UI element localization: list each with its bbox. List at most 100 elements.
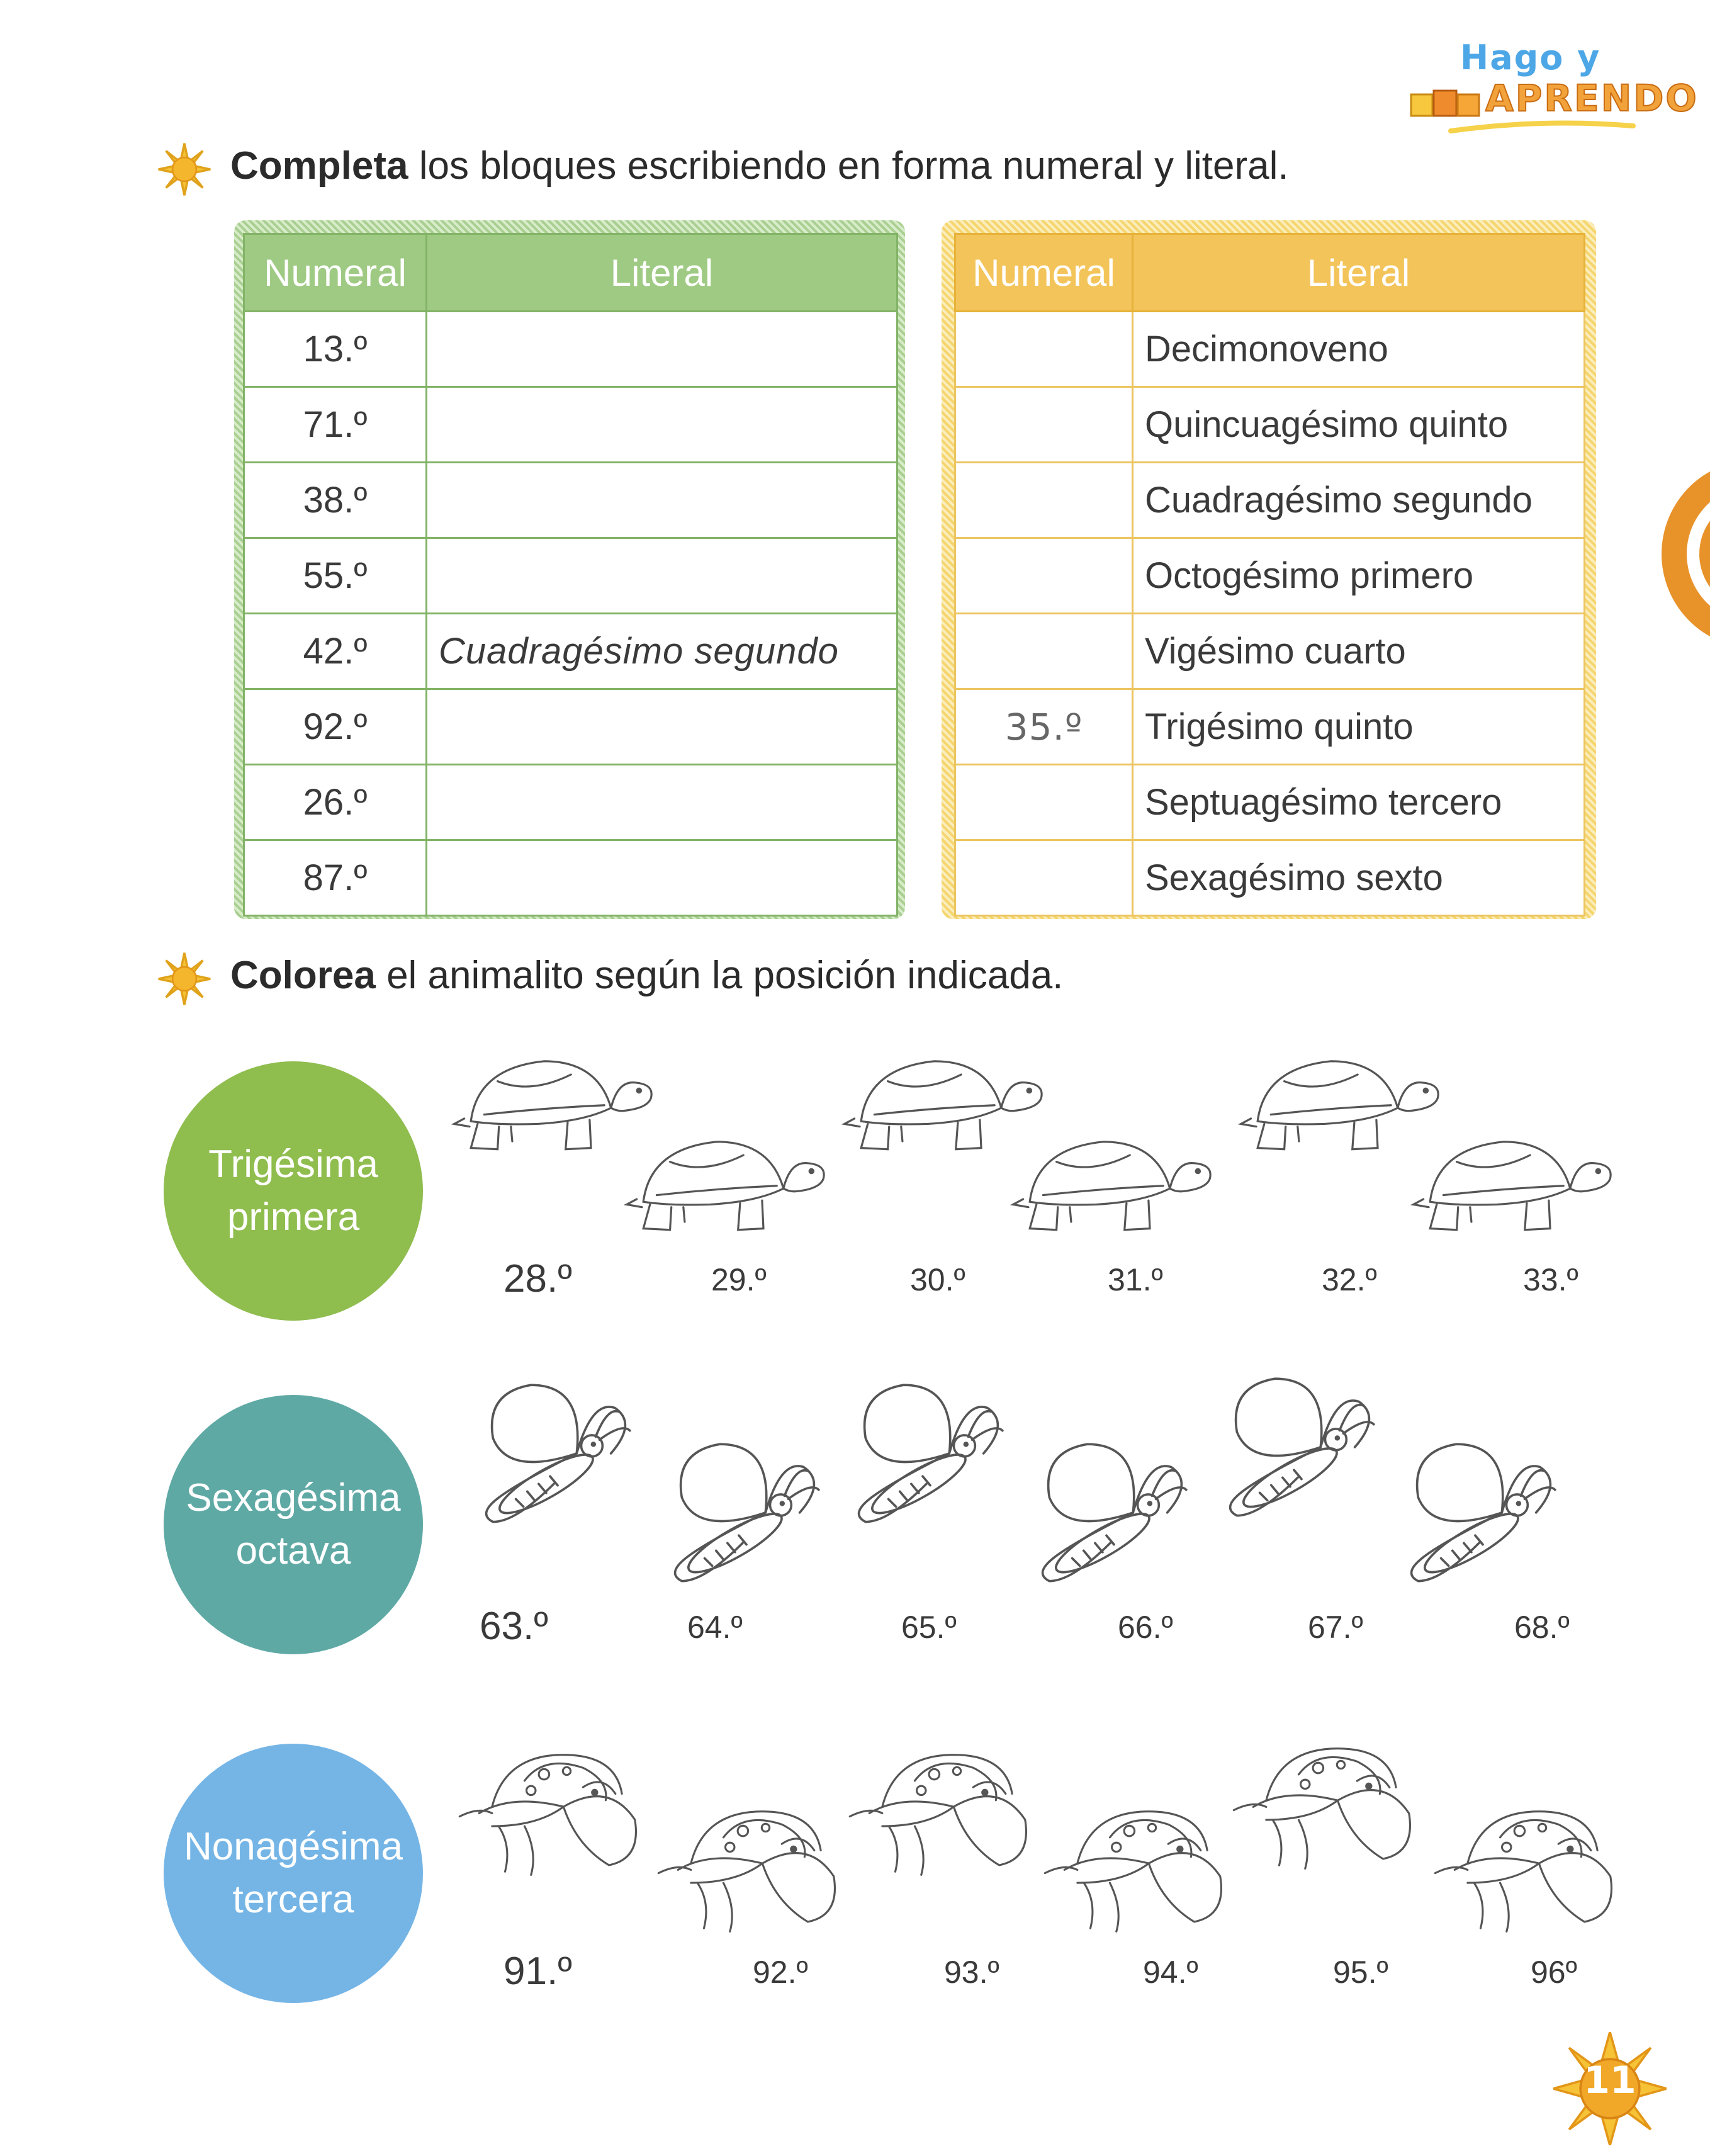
butterfly-icon[interactable] (1016, 1429, 1205, 1611)
ladybug-icon[interactable] (453, 1725, 661, 1882)
sun-bullet-icon (157, 142, 211, 196)
position-label: 91.º (503, 1950, 572, 1993)
position-label: 63.º (480, 1605, 548, 1648)
position-label: 96º (1531, 1955, 1577, 1990)
numeral-answer-cell[interactable] (954, 839, 1133, 917)
table-row: Cuadragésimo segundo (954, 461, 1585, 539)
numeral-answer-cell[interactable] (954, 386, 1133, 463)
position-label: 94.º (1143, 1955, 1198, 1990)
numeral-cell: 42.º (243, 612, 427, 690)
circle-text-line1: Nonagésima (183, 1825, 403, 1868)
publisher-logo: Hago y APRENDO (1410, 38, 1697, 145)
numeral-example-answer: 35.º (954, 688, 1133, 765)
instruction-bold-word: Colorea (230, 954, 376, 997)
position-label: 28.º (503, 1257, 572, 1301)
ladybug-icon[interactable] (1038, 1781, 1246, 1939)
ladybug-icon[interactable] (843, 1725, 1051, 1882)
literal-answer-cell[interactable] (425, 537, 898, 614)
butterfly-icon[interactable] (1385, 1429, 1573, 1611)
literal-cell: Decimonoveno (1132, 310, 1585, 388)
position-label: 30.º (910, 1262, 965, 1297)
butterfly-icon[interactable] (648, 1429, 837, 1611)
turtle-icon[interactable] (1010, 1122, 1223, 1255)
literal-cell: Octogésimo primero (1132, 537, 1585, 614)
numeral-answer-cell[interactable] (954, 461, 1133, 539)
circle-text-line2: octava (235, 1529, 351, 1572)
butterfly-icon[interactable] (459, 1370, 648, 1552)
literal-answer-cell[interactable] (425, 839, 898, 917)
logo-text-line1: Hago y (1460, 38, 1601, 77)
numeral-cell: 26.º (243, 764, 427, 841)
table-row: 26.º (243, 764, 898, 841)
butterfly-icon[interactable] (832, 1370, 1021, 1552)
numeral-cell: 38.º (243, 461, 427, 539)
position-label: 95.º (1333, 1955, 1388, 1990)
table-row: Octogésimo primero (954, 537, 1585, 614)
position-label: 65.º (901, 1610, 957, 1645)
table-row: 42.º Cuadragésimo segundo (243, 612, 898, 690)
table-row: 92.º (243, 688, 898, 765)
literal-to-numeral-table: Numeral Literal Decimonoveno Quincuagési… (954, 233, 1585, 917)
position-label: 33.º (1523, 1262, 1578, 1297)
page-number-sun-icon (1553, 2032, 1667, 2145)
literal-cell: Sexagésimo sexto (1132, 839, 1585, 917)
turtle-icon[interactable] (623, 1122, 837, 1255)
table-row: 35.º Trigésimo quinto (954, 688, 1585, 765)
orange-ring-decoration (1662, 471, 1710, 637)
position-label: 68.º (1514, 1610, 1570, 1645)
header-literal: Literal (425, 233, 898, 312)
header-literal: Literal (1132, 233, 1585, 312)
table-row: 13.º (243, 310, 898, 388)
turtle-icon[interactable] (1410, 1122, 1624, 1255)
numeral-cell: 92.º (243, 688, 427, 765)
literal-answer-cell[interactable] (425, 386, 898, 463)
blocks-icon (1410, 89, 1480, 117)
circle-text-line1: Sexagésima (186, 1476, 401, 1520)
table-row: Quincuagésimo quinto (954, 386, 1585, 463)
numeral-cell: 13.º (243, 310, 427, 388)
numeral-answer-cell[interactable] (954, 537, 1133, 614)
literal-answer-cell[interactable] (425, 310, 898, 388)
literal-cell: Trigésimo quinto (1132, 688, 1585, 765)
ladybug-icon[interactable] (1227, 1719, 1435, 1876)
position-label: 64.º (687, 1610, 743, 1645)
circle-text-line2: tercera (232, 1878, 354, 1921)
instruction-text: los bloques escribiendo en forma numeral… (408, 144, 1289, 188)
table-row: 38.º (243, 461, 898, 539)
header-numeral: Numeral (954, 233, 1133, 312)
logo-swoosh-icon (1448, 120, 1636, 133)
instruction-bold-word: Completa (230, 144, 408, 188)
ladybug-icon[interactable] (652, 1781, 860, 1939)
position-label: 93.º (944, 1955, 999, 1990)
position-circle-nonagesima-tercera: Nonagésima tercera (164, 1744, 423, 2003)
literal-answer-cell[interactable] (425, 764, 898, 841)
instruction-completa: Completa los bloques escribiendo en form… (230, 144, 1289, 188)
position-label: 32.º (1322, 1262, 1377, 1297)
table-row: Vigésimo cuarto (954, 612, 1585, 690)
numeral-cell: 71.º (243, 386, 427, 463)
literal-example-answer: Cuadragésimo segundo (425, 612, 898, 690)
literal-cell: Cuadragésimo segundo (1132, 461, 1585, 539)
table-row: 87.º (243, 839, 898, 917)
numeral-cell: 55.º (243, 537, 427, 614)
literal-cell: Quincuagésimo quinto (1132, 386, 1585, 463)
butterfly-icon[interactable] (1203, 1363, 1392, 1546)
literal-cell: Vigésimo cuarto (1132, 612, 1585, 690)
ladybug-icon[interactable] (1429, 1781, 1636, 1939)
numeral-answer-cell[interactable] (954, 310, 1133, 388)
circle-text-line1: Trigésima (208, 1143, 378, 1186)
numeral-cell: 87.º (243, 839, 427, 917)
position-label: 66.º (1118, 1610, 1173, 1645)
table-row: 71.º (243, 386, 898, 463)
instruction-colorea: Colorea el animalito según la posición i… (230, 953, 1063, 998)
sun-bullet-icon (157, 952, 211, 1006)
table-row: 55.º (243, 537, 898, 614)
position-circle-sexagesima-octava: Sexagésima octava (164, 1395, 423, 1654)
numeral-to-literal-table: Numeral Literal 13.º 71.º 38.º 55.º 42.º… (243, 233, 898, 917)
literal-cell: Septuagésimo tercero (1132, 764, 1585, 841)
literal-answer-cell[interactable] (425, 461, 898, 539)
position-label: 31.º (1108, 1262, 1163, 1297)
literal-answer-cell[interactable] (425, 688, 898, 765)
numeral-answer-cell[interactable] (954, 612, 1133, 690)
numeral-answer-cell[interactable] (954, 764, 1133, 841)
